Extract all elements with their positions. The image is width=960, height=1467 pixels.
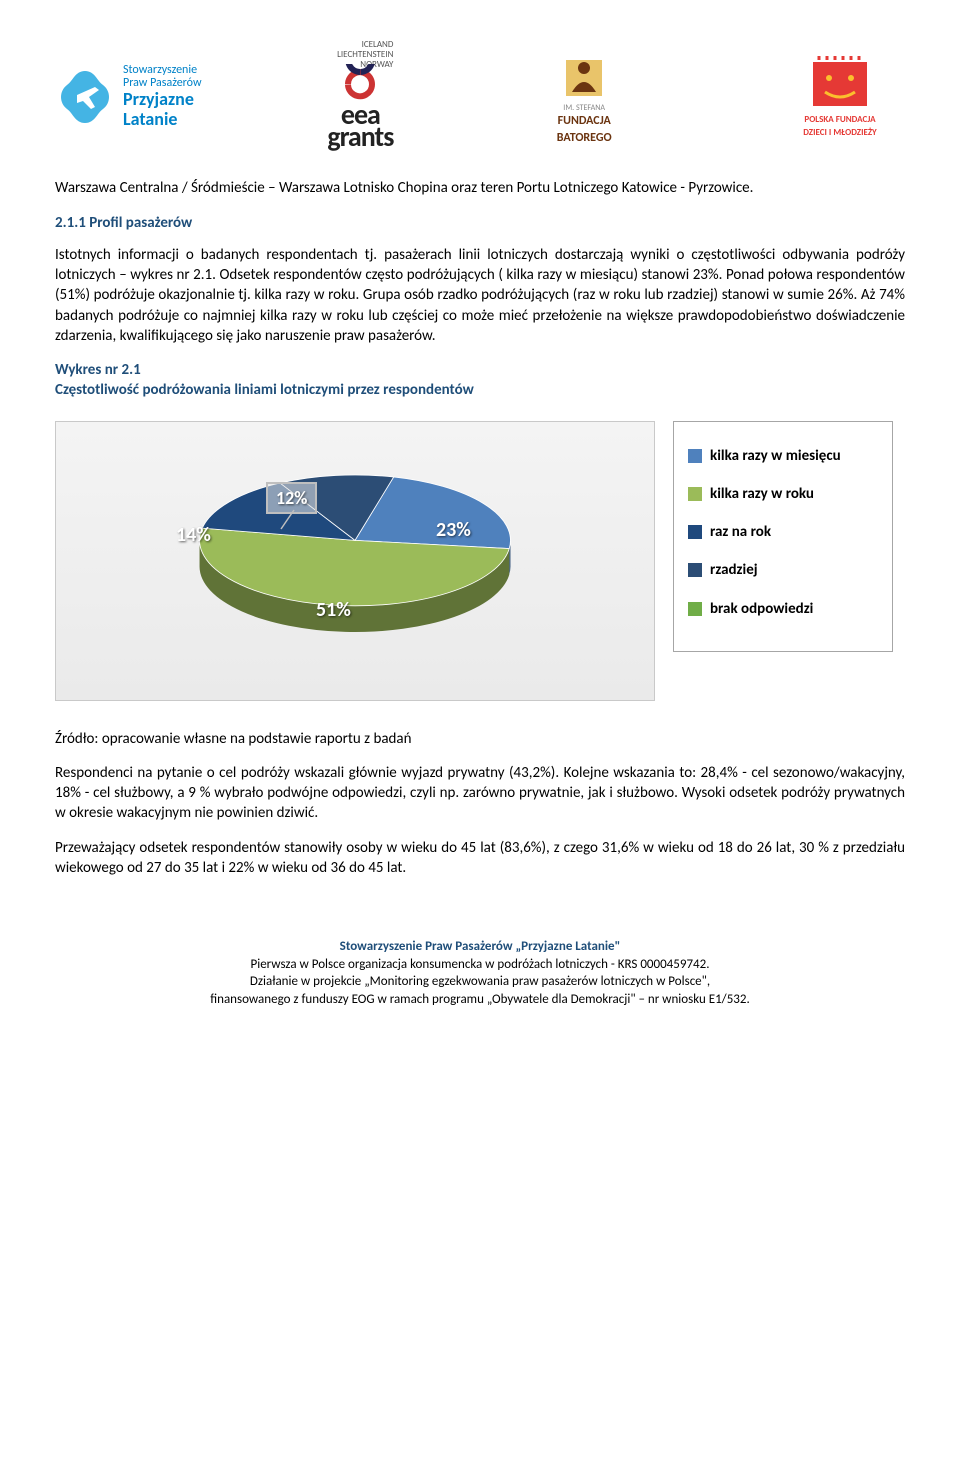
page-footer: Stowarzyszenie Praw Pasażerów „Przyjazne…: [55, 938, 905, 1008]
pfdim-l2: DZIECI I MŁODZIEŻY: [803, 127, 877, 139]
logo-text: Stowarzyszenie Praw Pasażerów Przyjazne …: [123, 64, 202, 130]
legend-label: rzadziej: [710, 560, 758, 580]
paragraph-age: Przeważający odsetek respondentów stanow…: [55, 838, 905, 879]
chart-panel: 23% 51% 14% 12%: [55, 421, 655, 701]
batory-l2: BATOREGO: [557, 130, 612, 146]
legend-item: kilka razy w roku: [688, 484, 878, 504]
grants-text: grants: [327, 122, 393, 153]
org-line1: Stowarzyszenie: [123, 63, 197, 77]
paragraph-purpose: Respondenci na pytanie o cel podróży wsk…: [55, 763, 905, 824]
legend-item: brak odpowiedzi: [688, 599, 878, 619]
legend-label: kilka razy w roku: [710, 484, 814, 504]
legend-item: rzadziej: [688, 560, 878, 580]
footer-l1: Pierwsza w Polsce organizacja konsumenck…: [55, 956, 905, 974]
pie-label-51: 51%: [316, 597, 351, 624]
chart-row: 23% 51% 14% 12% kilka razy w miesięcukil…: [55, 421, 905, 701]
chart-source: Źródło: opracowanie własne na podstawie …: [55, 729, 905, 749]
batory-l1: FUNDACJA: [558, 113, 611, 129]
pie-label-14: 14%: [176, 522, 211, 549]
legend-label: raz na rok: [710, 522, 771, 542]
section-heading: 2.1.1 Profil pasażerów: [55, 213, 905, 233]
legend-panel: kilka razy w miesięcu kilka razy w roku ra…: [673, 421, 893, 652]
pie-callout-12: 12%: [266, 482, 317, 514]
chart-caption-l1: Wykres nr 2.1: [55, 360, 905, 380]
pfdim-l1: POLSKA FUNDACJA: [804, 114, 875, 126]
batory-sub: IM. STEFANA: [563, 103, 605, 114]
legend-item: kilka razy w miesięcu: [688, 446, 878, 466]
legend-swatch: [688, 449, 702, 463]
legend-label: brak odpowiedzi: [710, 599, 813, 619]
batory-icon: [554, 48, 614, 103]
eea-countries: ICELAND LIECHTENSTEIN NORWAY: [327, 40, 393, 70]
plane-icon: [55, 67, 115, 127]
brand-line2: Latanie: [123, 110, 202, 130]
pfdim-icon: [805, 54, 875, 114]
pie-chart: [145, 458, 565, 644]
legend-label: kilka razy w miesięcu: [710, 446, 841, 466]
paragraph-profile: Istotnych informacji o badanych responde…: [55, 245, 905, 346]
logo-przyjazne-latanie: Stowarzyszenie Praw Pasażerów Przyjazne …: [55, 64, 202, 130]
pie-label-23: 23%: [436, 517, 471, 544]
footer-l3: finansowanego z funduszy EOG w ramach pr…: [55, 991, 905, 1009]
logo-batory: IM. STEFANA FUNDACJA BATOREGO: [519, 44, 649, 149]
legend-item: raz na rok: [688, 522, 878, 542]
footer-org: Stowarzyszenie Praw Pasażerów „Przyjazne…: [55, 938, 905, 956]
logo-eea-grants: ICELAND LIECHTENSTEIN NORWAY eea grants: [327, 40, 393, 153]
brand-line1: Przyjazne: [123, 90, 202, 110]
logo-row: Stowarzyszenie Praw Pasażerów Przyjazne …: [55, 30, 905, 178]
chart-caption-l2: Częstotliwość podróżowania liniami lotni…: [55, 380, 905, 400]
legend-swatch: [688, 563, 702, 577]
legend-swatch: [688, 602, 702, 616]
footer-l2: Działanie w projekcie „Monitoring egzekw…: [55, 973, 905, 991]
paragraph-intro: Warszawa Centralna / Śródmieście – Warsz…: [55, 178, 905, 198]
logo-pfdim: POLSKA FUNDACJA DZIECI I MŁODZIEŻY: [775, 44, 905, 149]
legend-swatch: [688, 487, 702, 501]
legend-swatch: [688, 525, 702, 539]
